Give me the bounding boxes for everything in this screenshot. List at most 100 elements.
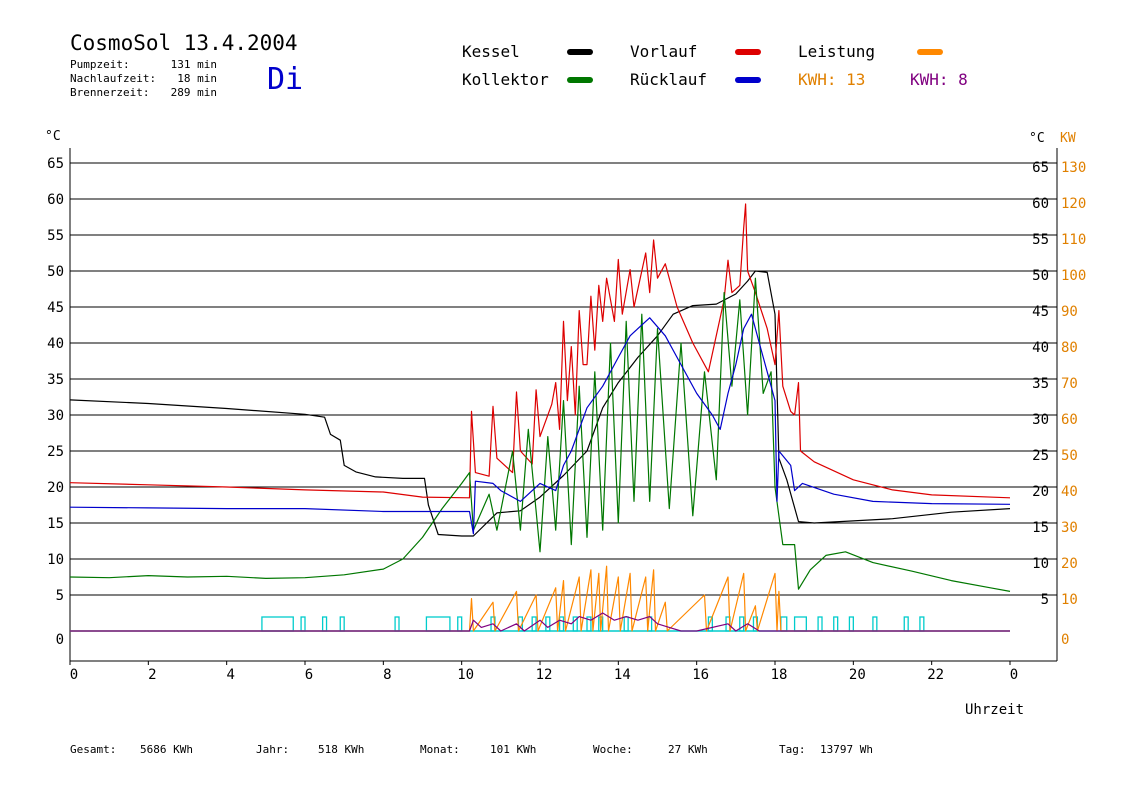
- y-tick-label-right: 20: [1032, 484, 1049, 500]
- y-tick-label-left: 35: [47, 372, 64, 388]
- y-axis-label-right-c: °C: [1029, 131, 1045, 146]
- pump-block: [558, 616, 565, 632]
- pump-block: [321, 616, 328, 632]
- series-lines: [69, 203, 1011, 632]
- pump-block: [919, 616, 925, 632]
- pump-block: [394, 616, 400, 632]
- x-tick-label: 0: [70, 667, 78, 683]
- stat-label: Pumpzeit:: [70, 58, 130, 71]
- y-tick-label-kw: 0: [1061, 632, 1069, 648]
- x-tick-label: 8: [383, 667, 391, 683]
- footer-label: Tag:: [779, 743, 806, 756]
- footer-value: 5686 KWh: [140, 743, 193, 756]
- series-kessel: [69, 270, 1011, 537]
- y-tick-label-kw: 50: [1061, 448, 1078, 464]
- pump-block: [817, 616, 823, 632]
- x-tick-label: 6: [305, 667, 313, 683]
- footer-totals: Gesamt: 5686 KWh Jahr: 518 KWh Monat: 101 KWh…: [70, 743, 873, 756]
- footer-label: Jahr:: [256, 743, 289, 756]
- pump-block: [261, 616, 294, 632]
- x-tick-label: 12: [536, 667, 553, 683]
- pump-block: [339, 616, 345, 632]
- pump-block: [780, 616, 788, 632]
- y-tick-label-right: 10: [1032, 556, 1049, 572]
- pump-block: [833, 616, 839, 632]
- legend-item: Rücklauf: [630, 70, 707, 89]
- pump-block: [586, 616, 592, 632]
- y-axis-label-left: °C: [45, 129, 61, 144]
- y-tick-label-left: 10: [47, 552, 64, 568]
- y-tick-label-left: 65: [47, 156, 64, 172]
- y-tick-label-right: 40: [1032, 340, 1049, 356]
- y-tick-label-left: 15: [47, 516, 64, 532]
- stats-block: Pumpzeit: 131 min Nachlaufzeit: 18 min Brenn…: [70, 58, 217, 99]
- y-tick-label-right: 15: [1032, 520, 1049, 536]
- series-leistung: [70, 565, 1010, 632]
- y-tick-label-left: 20: [47, 480, 64, 496]
- series-ruecklauf: [69, 313, 1011, 535]
- y-axis-label-right-kw: KW: [1060, 131, 1076, 146]
- footer-value: 518 KWh: [318, 743, 364, 756]
- pump-block: [457, 616, 463, 632]
- stat-label: Brennerzeit:: [70, 86, 149, 99]
- pump-block: [623, 616, 629, 632]
- y-tick-label-left: 40: [47, 336, 64, 352]
- x-tick-label: 14: [614, 667, 631, 683]
- pump-block: [739, 616, 745, 632]
- y-tick-label-right: 65: [1032, 160, 1049, 176]
- series-kollektor: [69, 277, 1011, 592]
- pump-block: [572, 616, 578, 632]
- axes: 0510152025303540455055606551015202530354…: [47, 148, 1086, 683]
- stat-value: 131 min: [171, 58, 217, 71]
- y-tick-label-right: 30: [1032, 412, 1049, 428]
- footer-label: Woche:: [593, 743, 633, 756]
- y-tick-label-kw: 110: [1061, 232, 1086, 248]
- x-tick-label: 16: [692, 667, 709, 683]
- y-tick-label-kw: 40: [1061, 484, 1078, 500]
- y-tick-label-left: 50: [47, 264, 64, 280]
- legend: Kessel Vorlauf Leistung Kollektor Rücklauf KW…: [462, 42, 968, 89]
- kwh-label: KWH: 13: [798, 70, 865, 89]
- pump-block: [848, 616, 854, 632]
- chart-title: CosmoSol 13.4.2004: [70, 31, 298, 55]
- x-tick-label: 18: [771, 667, 788, 683]
- x-tick-label: 2: [148, 667, 156, 683]
- x-axis-label: Uhrzeit: [965, 702, 1024, 718]
- y-tick-label-right: 5: [1041, 592, 1049, 608]
- stat-value: 289 min: [171, 86, 217, 99]
- x-tick-label: 4: [226, 667, 234, 683]
- y-tick-label-right: 35: [1032, 376, 1049, 392]
- y-tick-label-left: 30: [47, 408, 64, 424]
- legend-item: Vorlauf: [630, 42, 697, 61]
- y-tick-label-kw: 90: [1061, 304, 1078, 320]
- footer-value: 101 KWh: [490, 743, 536, 756]
- y-tick-label-right: 45: [1032, 304, 1049, 320]
- series-kwh: [70, 612, 1010, 632]
- series-vorlauf: [69, 203, 1011, 499]
- weekday-label: Di: [267, 62, 303, 97]
- y-tick-label-kw: 10: [1061, 592, 1078, 608]
- pump-block: [531, 616, 537, 632]
- y-tick-label-kw: 100: [1061, 268, 1086, 284]
- x-tick-label: 0: [1010, 667, 1018, 683]
- footer-value: 27 KWh: [668, 743, 708, 756]
- x-tick-label: 22: [927, 667, 944, 683]
- y-tick-label-right: 25: [1032, 448, 1049, 464]
- kwh-label: KWH: 8: [910, 70, 968, 89]
- footer-label: Monat:: [420, 743, 460, 756]
- y-tick-label-kw: 130: [1061, 160, 1086, 176]
- pump-block: [903, 616, 909, 632]
- legend-item: Leistung: [798, 42, 875, 61]
- footer-label: Gesamt:: [70, 743, 116, 756]
- y-tick-label-left: 55: [47, 228, 64, 244]
- y-tick-label-kw: 70: [1061, 376, 1078, 392]
- legend-item: Kessel: [462, 42, 520, 61]
- pump-block: [425, 616, 451, 632]
- y-tick-label-kw: 60: [1061, 412, 1078, 428]
- stat-value: 18 min: [177, 72, 217, 85]
- y-tick-label-left: 25: [47, 444, 64, 460]
- y-tick-label-left: 0: [56, 632, 64, 648]
- y-tick-label-left: 60: [47, 192, 64, 208]
- y-tick-label-right: 50: [1032, 268, 1049, 284]
